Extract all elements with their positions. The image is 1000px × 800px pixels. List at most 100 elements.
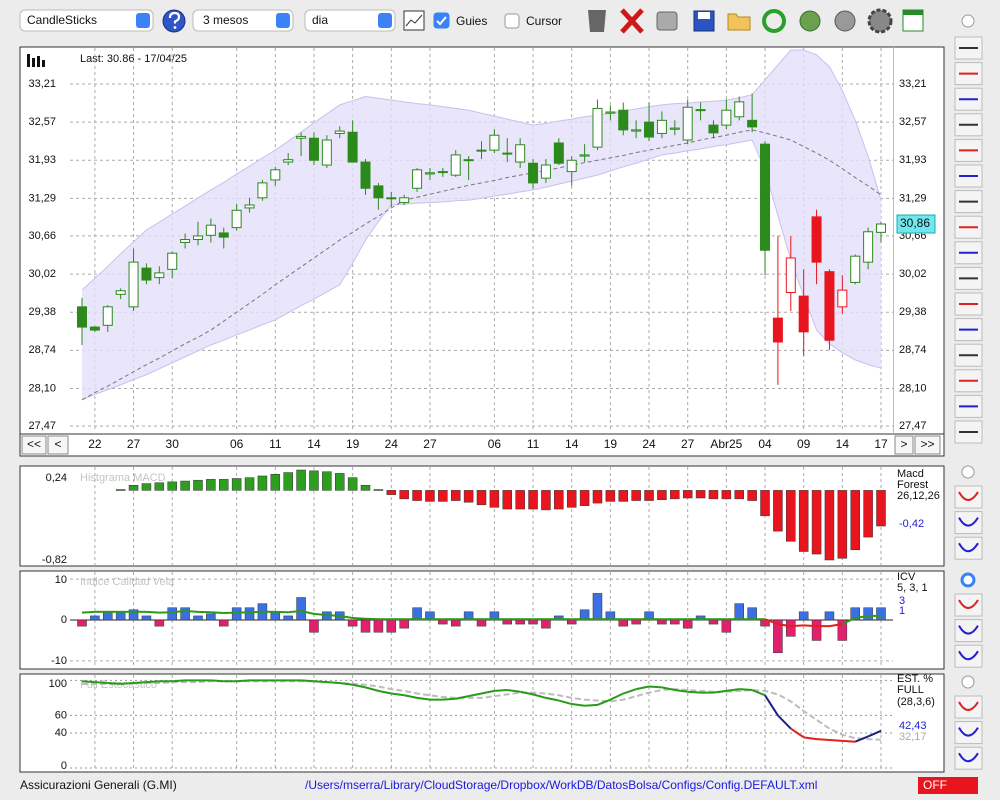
status-box[interactable] xyxy=(918,777,978,794)
stoch-k-line xyxy=(764,694,779,716)
select-arrow[interactable] xyxy=(276,13,290,28)
histogram-bar xyxy=(257,475,268,491)
select-box[interactable] xyxy=(192,9,294,32)
histogram-bar xyxy=(708,490,719,500)
histogram-bar xyxy=(347,619,358,627)
interval-select[interactable]: dia xyxy=(304,9,396,32)
nav-button[interactable] xyxy=(47,435,69,455)
histogram-bar xyxy=(386,490,397,495)
stoch-k-line xyxy=(842,739,856,743)
candle-body xyxy=(798,295,809,333)
histogram-bar xyxy=(231,607,242,621)
histogram-bar xyxy=(541,619,551,629)
histogram-bar xyxy=(579,490,590,506)
side-tool-glyph xyxy=(958,517,979,527)
x-tick-label: 06 xyxy=(230,437,244,451)
side-tool-button[interactable] xyxy=(954,485,983,509)
cursor-checkbox[interactable] xyxy=(504,13,520,29)
histogram-bar xyxy=(438,619,448,625)
select-box[interactable] xyxy=(19,9,154,32)
stoch-k-line xyxy=(519,690,534,696)
nav-button[interactable] xyxy=(21,435,47,455)
x-tick-label: 30 xyxy=(166,437,180,451)
candle-body xyxy=(321,139,332,166)
histogram-bar xyxy=(863,490,873,538)
x-tick-label: 24 xyxy=(642,437,656,451)
side-tool-button[interactable] xyxy=(954,644,983,668)
trash-icon[interactable] xyxy=(588,10,606,32)
histogram-bar xyxy=(373,489,384,491)
candle-body xyxy=(231,209,242,229)
y-tick-label: 27,47 xyxy=(28,420,56,432)
side-toolbar xyxy=(960,14,976,689)
select-arrow[interactable] xyxy=(378,13,392,28)
delete-icon[interactable] xyxy=(620,8,644,34)
histogram-bar xyxy=(231,478,242,491)
histogram-bar xyxy=(141,483,152,491)
open-icon[interactable] xyxy=(727,13,751,31)
stoch-k-line xyxy=(301,679,315,683)
x-tick-label: 14 xyxy=(307,437,321,451)
reload-icon[interactable] xyxy=(799,10,821,32)
histogram-bar xyxy=(566,619,577,625)
histogram-bar xyxy=(154,482,165,491)
side-tool-button[interactable] xyxy=(954,536,983,560)
chart-type-select[interactable]: CandleSticks xyxy=(19,9,154,32)
stoch-k-line xyxy=(210,679,224,683)
histogram-bar xyxy=(824,490,835,561)
side-tool-button[interactable] xyxy=(954,511,983,535)
chart-icon[interactable] xyxy=(403,10,425,31)
print-icon[interactable] xyxy=(656,11,678,31)
x-tick-label: 27 xyxy=(127,437,141,451)
side-tool-button[interactable] xyxy=(954,619,983,643)
help-button[interactable] xyxy=(162,9,186,33)
icv-param: 1 xyxy=(899,605,905,617)
side-tool-button[interactable] xyxy=(954,593,983,617)
side-tool-button[interactable] xyxy=(954,695,983,719)
macd-params: 26,12,26 xyxy=(897,490,940,502)
icv-line xyxy=(829,623,843,628)
candle-body xyxy=(631,129,642,132)
candle-body xyxy=(424,172,435,175)
radio[interactable] xyxy=(961,675,975,689)
stoch-k-line xyxy=(674,689,688,693)
radio[interactable] xyxy=(961,14,975,28)
icv-line xyxy=(146,610,160,614)
histogram-bar xyxy=(644,490,654,501)
y-tick-label: 30,66 xyxy=(28,230,56,242)
histogram-bar xyxy=(270,611,281,621)
histogram-bar xyxy=(141,615,152,621)
histogram-bar xyxy=(206,479,216,491)
icon-frame[interactable] xyxy=(403,10,425,31)
config-path[interactable]: /Users/mserra/Library/CloudStorage/Dropb… xyxy=(305,778,817,792)
candle-body xyxy=(218,232,229,238)
histogram-bar xyxy=(502,619,513,625)
y-tick-label-right: 32,57 xyxy=(899,116,927,128)
nav-button[interactable] xyxy=(914,435,941,455)
select-box[interactable] xyxy=(304,9,396,32)
side-tool-button[interactable] xyxy=(954,721,983,745)
stoch-k-line xyxy=(829,738,843,742)
settings-icon[interactable] xyxy=(867,8,893,34)
y-tick-label-right: 28,10 xyxy=(899,382,927,394)
icv-line xyxy=(339,614,353,619)
stoch-k-line xyxy=(326,681,340,685)
guides-checkbox[interactable] xyxy=(433,12,450,29)
select-arrow[interactable] xyxy=(136,13,150,28)
candle-body xyxy=(360,161,371,189)
candle-body xyxy=(553,142,564,164)
candle-body xyxy=(77,306,87,328)
currency-icon[interactable] xyxy=(834,10,856,32)
candle-body xyxy=(721,109,732,126)
histogram-bar xyxy=(296,469,306,491)
nav-button[interactable] xyxy=(894,435,914,455)
radio-selected[interactable] xyxy=(960,572,976,588)
y-tick-label-right: 28,74 xyxy=(899,344,927,356)
side-tool-button[interactable] xyxy=(954,746,983,770)
histogram-bar xyxy=(528,619,538,625)
refresh-icon[interactable] xyxy=(762,9,786,33)
radio[interactable] xyxy=(961,465,975,479)
period-select[interactable]: 3 mesos xyxy=(192,9,294,32)
histogram-bar xyxy=(528,490,538,510)
candle-body xyxy=(760,143,771,251)
